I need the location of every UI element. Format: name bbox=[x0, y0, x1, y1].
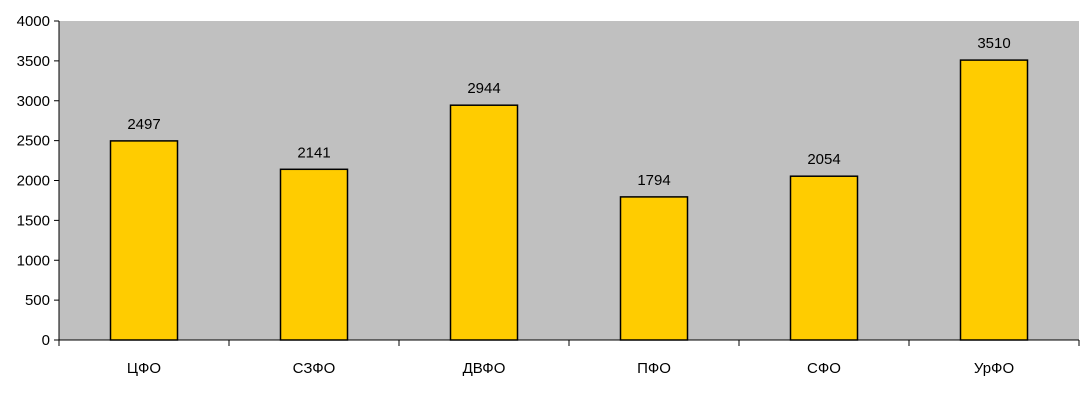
data-label-0: 2497 bbox=[127, 116, 160, 133]
bar-4 bbox=[789, 175, 859, 341]
bar-2 bbox=[449, 104, 519, 341]
data-label-4: 2054 bbox=[807, 151, 840, 168]
x-tick-label-2: ДВФО bbox=[463, 360, 506, 377]
y-tick-label-8: 4000 bbox=[17, 13, 50, 30]
bar-3 bbox=[619, 196, 689, 341]
data-label-5: 3510 bbox=[977, 35, 1010, 52]
axes bbox=[54, 20, 1080, 346]
plot-background bbox=[59, 21, 1079, 340]
data-label-1: 2141 bbox=[297, 144, 330, 161]
x-tick-label-5: УрФО bbox=[974, 360, 1014, 377]
y-tick-label-3: 1500 bbox=[17, 212, 50, 229]
labels: 2497 2141 2944 1794 2054 3510 0 500 1000 1500 2000… bbox=[17, 13, 1015, 377]
data-label-2: 2944 bbox=[467, 80, 500, 97]
data-label-3: 1794 bbox=[637, 172, 670, 189]
y-tick-label-5: 2500 bbox=[17, 133, 50, 150]
x-tick-label-3: ПФО bbox=[637, 360, 671, 377]
bars bbox=[109, 59, 1029, 341]
bar-0 bbox=[109, 140, 179, 341]
y-tick-label-1: 500 bbox=[25, 292, 50, 309]
y-tick-label-0: 0 bbox=[42, 332, 50, 349]
x-tick-label-1: СЗФО bbox=[293, 360, 336, 377]
y-tick-label-7: 3500 bbox=[17, 53, 50, 70]
plot-area bbox=[59, 21, 1079, 340]
y-tick-label-2: 1000 bbox=[17, 252, 50, 269]
y-tick-label-6: 3000 bbox=[17, 93, 50, 110]
x-tick-label-0: ЦФО bbox=[127, 360, 161, 377]
bar-1 bbox=[279, 168, 349, 341]
x-tick-label-4: СФО bbox=[807, 360, 841, 377]
y-tick-label-4: 2000 bbox=[17, 173, 50, 190]
bar-5 bbox=[959, 59, 1029, 341]
